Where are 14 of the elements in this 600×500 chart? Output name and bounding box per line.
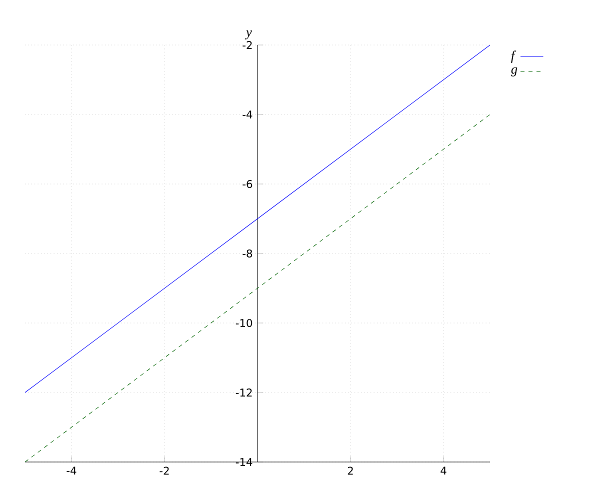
y-tick-label: -10 bbox=[236, 318, 252, 328]
legend-label: f bbox=[511, 50, 516, 63]
y-tick-label: -8 bbox=[242, 249, 252, 258]
y-tick-label: -4 bbox=[242, 110, 252, 118]
y-tick-label: -12 bbox=[236, 388, 252, 396]
y-tick-label: -6 bbox=[242, 180, 252, 188]
x-tick-label: 2 bbox=[348, 466, 353, 475]
x-tick-label: -4 bbox=[66, 466, 76, 474]
y-tick-label: -2 bbox=[242, 41, 252, 49]
y-axis-title: y bbox=[244, 30, 252, 40]
x-tick-label: 4 bbox=[440, 466, 446, 474]
legend-label: g bbox=[510, 67, 518, 76]
y-tick-label: -14 bbox=[236, 458, 252, 466]
x-tick-label: -2 bbox=[160, 466, 169, 475]
